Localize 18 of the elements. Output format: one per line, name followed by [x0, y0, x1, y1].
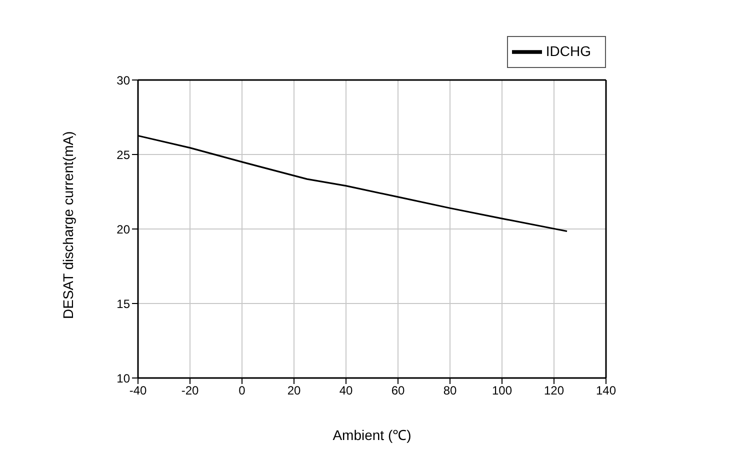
- y-tick-label: 25: [116, 148, 130, 162]
- y-axis-title: DESAT discharge current(mA): [60, 131, 76, 319]
- x-tick-label: 20: [287, 384, 301, 398]
- x-tick-label: -20: [181, 384, 199, 398]
- x-tick-label: 40: [339, 384, 353, 398]
- y-tick-label: 30: [116, 73, 130, 88]
- x-tick-label: 100: [492, 384, 512, 398]
- x-axis-title: Ambient (℃): [332, 427, 412, 443]
- y-tick-label: 15: [116, 296, 130, 311]
- x-tick-label: 60: [391, 384, 405, 398]
- x-tick-label: 80: [443, 384, 457, 398]
- x-tick-label: -40: [129, 384, 147, 398]
- x-tick-label: 120: [544, 384, 564, 398]
- x-tick-label: 140: [596, 384, 616, 398]
- y-tick-label: 10: [116, 371, 130, 386]
- legend-label: IDCHG: [546, 43, 591, 60]
- x-tick-label: 0: [238, 384, 246, 398]
- y-tick-label: 20: [116, 222, 130, 236]
